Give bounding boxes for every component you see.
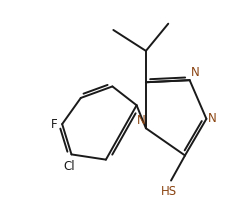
Text: N: N bbox=[208, 112, 217, 125]
Text: HS: HS bbox=[161, 185, 177, 197]
Text: N: N bbox=[137, 114, 145, 127]
Text: Cl: Cl bbox=[63, 160, 75, 173]
Text: N: N bbox=[191, 66, 199, 79]
Text: F: F bbox=[51, 118, 57, 131]
